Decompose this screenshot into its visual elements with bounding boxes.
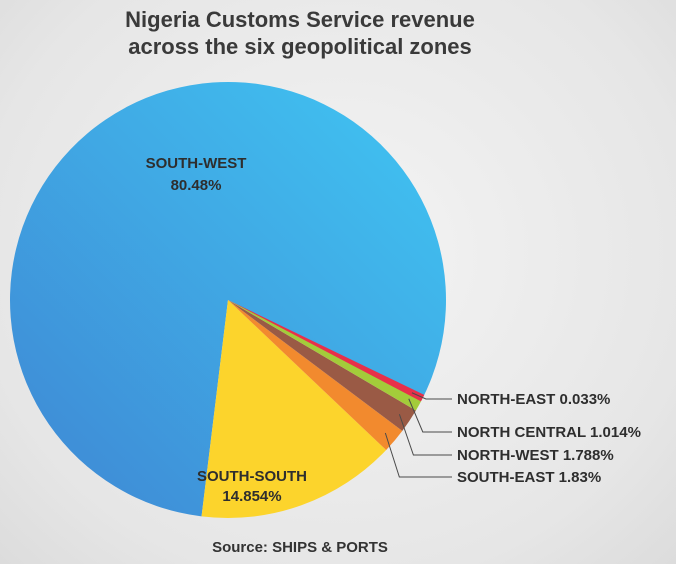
chart-title-line-2: across the six geopolitical zones	[128, 34, 472, 59]
leader-north-central	[408, 398, 452, 433]
leader-south-east	[384, 432, 452, 478]
label-south-south-value: 14.854%	[222, 488, 281, 505]
leader-north-east	[411, 392, 452, 400]
label-south-south-name: SOUTH-SOUTH	[197, 468, 307, 485]
slice-north-west	[228, 300, 416, 431]
label-south-west-value: 80.48%	[171, 177, 222, 194]
leader-lines	[384, 392, 452, 478]
slice-north-central	[228, 300, 423, 411]
slice-north-east	[228, 300, 425, 402]
slice-south-south	[201, 300, 387, 518]
source-note: Source: SHIPS & PORTS	[212, 539, 388, 556]
label-north-central: NORTH CENTRAL 1.014%	[457, 424, 641, 441]
label-south-west-name: SOUTH-WEST	[146, 155, 247, 172]
slice-labels: SOUTH-WEST 80.48% SOUTH-SOUTH 14.854% NORTH-…	[146, 155, 641, 505]
pie-slices	[10, 82, 447, 518]
label-north-east: NORTH-EAST 0.033%	[457, 391, 610, 408]
slice-south-west	[10, 82, 447, 517]
chart-title-line-1: Nigeria Customs Service revenue	[125, 7, 475, 32]
chart-title: Nigeria Customs Service revenue across t…	[0, 6, 600, 60]
leader-north-west	[398, 414, 452, 456]
label-south-east: SOUTH-EAST 1.83%	[457, 469, 601, 486]
label-north-west: NORTH-WEST 1.788%	[457, 447, 614, 464]
slice-south-east	[228, 300, 403, 451]
